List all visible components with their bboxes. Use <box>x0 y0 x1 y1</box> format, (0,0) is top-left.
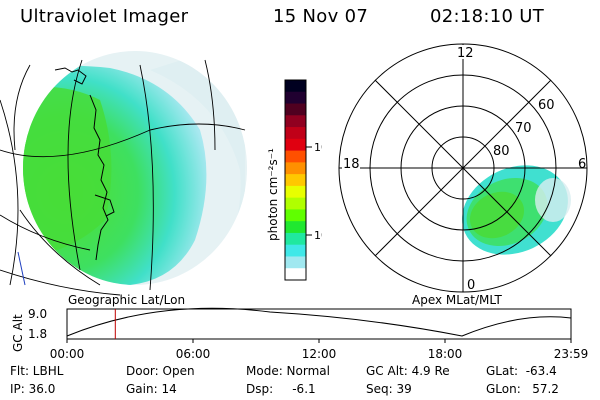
mode-status: Mode: Normal <box>246 364 330 378</box>
time-tick-0600: 06:00 <box>176 347 211 361</box>
filter-status: Flt: LBHL <box>10 364 64 378</box>
dsp-status: Dsp: -6.1 <box>246 382 316 396</box>
altitude-ymax: 9.0 <box>28 307 47 321</box>
door-status: Door: Open <box>126 364 195 378</box>
left-panel-caption: Geographic Lat/Lon <box>68 293 186 307</box>
altitude-plot: GC Alt 9.0 1.8 00:00 06:00 12:00 18:00 2… <box>11 307 589 361</box>
colorbar-swatch <box>285 115 306 128</box>
colorbar-swatch <box>285 221 306 234</box>
instrument-title: Ultraviolet Imager <box>20 6 189 27</box>
colorbar-tick-100: 100 <box>314 141 322 154</box>
colorbar-swatch <box>285 197 306 210</box>
colorbar-swatch <box>285 80 306 93</box>
time-tick-1200: 12:00 <box>302 347 337 361</box>
altitude-ymin: 1.8 <box>28 327 47 341</box>
altitude-curve <box>66 307 572 337</box>
colorbar-unit-label: photon cm⁻²s⁻¹ <box>266 148 280 241</box>
colorbar-swatch <box>285 256 306 269</box>
colorbar-swatch <box>285 138 306 152</box>
mlt-label-12: 12 <box>457 46 474 61</box>
polar-plot: 12 18 6 0 60 70 80 <box>338 43 588 293</box>
colorbar-swatch <box>285 185 306 199</box>
mlt-label-18: 18 <box>343 157 360 172</box>
colorbar-swatch <box>285 232 306 246</box>
colorbar: 100 10 photon cm⁻²s⁻¹ <box>266 79 322 281</box>
ip-status: IP: 36.0 <box>10 382 56 396</box>
right-panel-caption: Apex MLat/MLT <box>412 293 502 307</box>
mlt-label-0: 0 <box>467 278 475 293</box>
mlt-label-6: 6 <box>578 157 586 172</box>
colorbar-swatch <box>285 91 306 105</box>
colorbar-swatch <box>285 150 306 163</box>
gain-status: Gain: 14 <box>126 382 177 396</box>
colorbar-swatch <box>285 244 306 257</box>
colorbar-swatch <box>285 268 306 281</box>
glat-status: GLat: -63.4 <box>486 364 557 378</box>
glon-status: GLon: 57.2 <box>486 382 559 396</box>
colorbar-swatch <box>285 103 306 116</box>
gc-alt-status: GC Alt: 4.9 Re <box>366 364 450 378</box>
altitude-ylabel: GC Alt <box>11 314 25 352</box>
lat-label-80: 80 <box>493 144 510 159</box>
coastline <box>89 94 109 261</box>
colorbar-swatch <box>285 209 306 222</box>
observation-date: 15 Nov 07 <box>273 6 369 27</box>
polar-grid <box>338 43 588 293</box>
time-tick-1800: 18:00 <box>428 347 463 361</box>
geographic-map <box>0 51 247 296</box>
lat-label-70: 70 <box>515 121 532 136</box>
colorbar-swatch <box>285 174 306 187</box>
seq-status: Seq: 39 <box>366 382 412 396</box>
colorbar-tick-10: 10 <box>314 229 322 242</box>
lat-lon-grid <box>0 59 246 296</box>
time-tick-0000: 00:00 <box>50 347 85 361</box>
observation-time: 02:18:10 UT <box>430 6 545 27</box>
colorbar-swatch <box>285 162 306 175</box>
uv-image-left <box>23 51 247 285</box>
lat-label-60: 60 <box>538 98 555 113</box>
colorbar-swatch <box>285 127 306 140</box>
time-tick-2359: 23:59 <box>554 347 589 361</box>
uv-image-right <box>462 165 571 255</box>
